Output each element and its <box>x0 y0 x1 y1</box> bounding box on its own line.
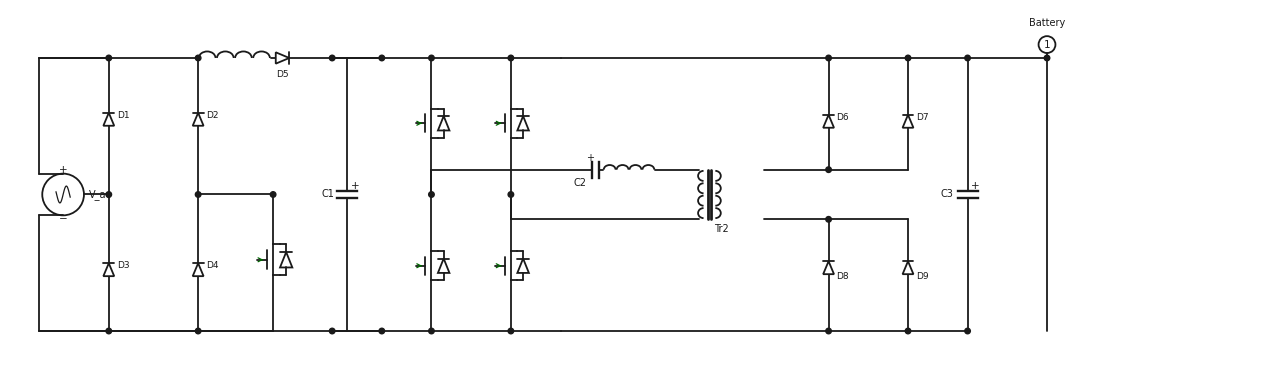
Text: C1: C1 <box>321 190 334 199</box>
Text: −: − <box>58 214 67 224</box>
Text: D8: D8 <box>837 272 849 281</box>
Circle shape <box>825 217 832 222</box>
Circle shape <box>106 328 111 334</box>
Circle shape <box>508 55 513 61</box>
Circle shape <box>106 192 111 197</box>
Circle shape <box>825 328 832 334</box>
Text: C3: C3 <box>940 190 953 199</box>
Text: V_ac: V_ac <box>88 189 111 200</box>
Text: +: + <box>586 153 594 163</box>
Circle shape <box>508 192 513 197</box>
Text: +: + <box>59 165 67 175</box>
Circle shape <box>905 55 911 61</box>
Text: +: + <box>971 181 980 190</box>
Text: +: + <box>350 181 359 190</box>
Text: D7: D7 <box>916 113 929 122</box>
Circle shape <box>964 328 971 334</box>
Circle shape <box>428 192 435 197</box>
Circle shape <box>964 55 971 61</box>
Circle shape <box>330 328 335 334</box>
Text: C2: C2 <box>574 178 586 188</box>
Circle shape <box>428 328 435 334</box>
Text: D2: D2 <box>206 111 219 120</box>
Circle shape <box>379 328 384 334</box>
Circle shape <box>379 55 384 61</box>
Text: D3: D3 <box>118 261 130 270</box>
Circle shape <box>270 192 276 197</box>
Circle shape <box>196 328 201 334</box>
Text: 1: 1 <box>1044 39 1050 50</box>
Text: D4: D4 <box>206 261 219 270</box>
Circle shape <box>905 328 911 334</box>
Circle shape <box>825 167 832 173</box>
Text: Battery: Battery <box>1029 18 1066 28</box>
Circle shape <box>106 55 111 61</box>
Circle shape <box>1044 55 1050 61</box>
Text: D5: D5 <box>277 70 289 79</box>
Circle shape <box>196 192 201 197</box>
Circle shape <box>508 328 513 334</box>
Text: D6: D6 <box>837 113 849 122</box>
Circle shape <box>196 55 201 61</box>
Text: D1: D1 <box>118 111 130 120</box>
Circle shape <box>825 55 832 61</box>
Text: D9: D9 <box>916 272 929 281</box>
Text: Tr2: Tr2 <box>714 224 729 234</box>
Circle shape <box>428 55 435 61</box>
Circle shape <box>330 55 335 61</box>
